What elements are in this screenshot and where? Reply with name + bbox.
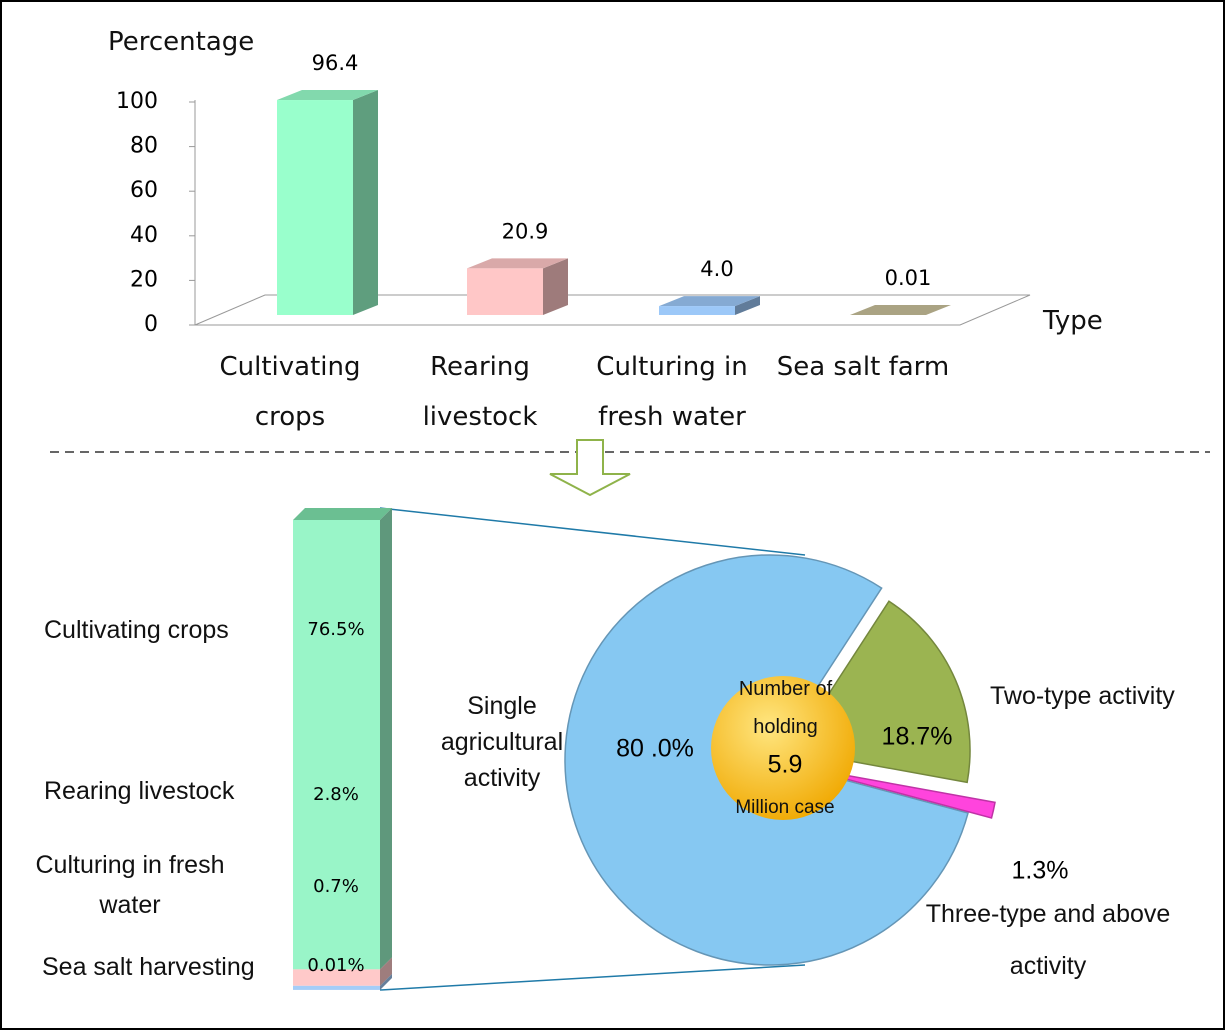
y-tick-label: 40	[130, 223, 158, 248]
slice-label: Single agricultural activity	[440, 692, 564, 792]
bar-top	[277, 90, 378, 101]
value-label: 76.5%	[307, 619, 364, 640]
x-tick-label: Sea salt farm	[776, 352, 950, 382]
value-label: 0.7%	[313, 876, 359, 897]
x-tick-label: Culturing in fresh water	[596, 352, 748, 432]
x-tick-label: Cultivating crops	[219, 352, 361, 432]
y-tick-label: 80	[130, 134, 158, 159]
center-disc	[711, 676, 855, 820]
value-label: 20.9	[502, 219, 549, 243]
x-axis-title: Type	[1043, 306, 1103, 336]
bar	[467, 268, 543, 315]
category-label: Rearing livestock	[44, 777, 235, 805]
arrow	[549, 439, 631, 497]
bar-side	[353, 90, 378, 315]
bar-top	[293, 508, 392, 520]
slice-label: Three-type and above activity	[925, 900, 1171, 980]
value-label: 80 .0%	[616, 735, 694, 763]
bar	[659, 306, 735, 315]
y-axis-title: Percentage	[108, 27, 255, 57]
value-label: 2.8%	[313, 784, 359, 805]
connector	[379, 507, 806, 556]
y-tick-label: 20	[130, 267, 158, 292]
bar-side	[543, 258, 568, 315]
value-label: 4.0	[700, 257, 733, 281]
floor	[194, 294, 1031, 326]
category-label: Sea salt harvesting	[42, 953, 255, 981]
bar-top	[850, 304, 951, 315]
pie-slice	[802, 766, 996, 819]
center-unit: Million case	[735, 797, 835, 818]
bar-side	[735, 296, 760, 315]
bar-top	[659, 296, 760, 307]
category-label: Cultivating crops	[44, 616, 229, 644]
category-label: Culturing in fresh water	[35, 851, 225, 919]
bar-side	[926, 304, 951, 315]
y-tick-label: 60	[130, 178, 158, 203]
center-label: Number of holding	[738, 678, 833, 738]
bar-segment	[293, 520, 380, 970]
connector	[379, 964, 806, 991]
bar-side	[380, 977, 392, 990]
value-label: 0.01	[885, 266, 932, 290]
bar-segment	[293, 985, 380, 990]
bar-side	[380, 973, 392, 990]
value-label: 18.7%	[882, 723, 953, 751]
slice-label: Two-type activity	[990, 682, 1175, 710]
bar-side	[380, 957, 392, 986]
bar-segment	[293, 969, 380, 986]
bar-top	[467, 258, 568, 269]
value-label: 1.3%	[1012, 857, 1069, 885]
bar	[277, 100, 353, 315]
x-tick-label: Rearing livestock	[422, 352, 538, 432]
bar-side	[380, 508, 392, 970]
y-tick-label: 0	[144, 312, 158, 337]
value-label: 0.01%	[307, 955, 364, 976]
y-tick-label: 100	[116, 89, 158, 114]
value-label: 96.4	[312, 51, 359, 75]
center-value: 5.9	[768, 751, 803, 779]
